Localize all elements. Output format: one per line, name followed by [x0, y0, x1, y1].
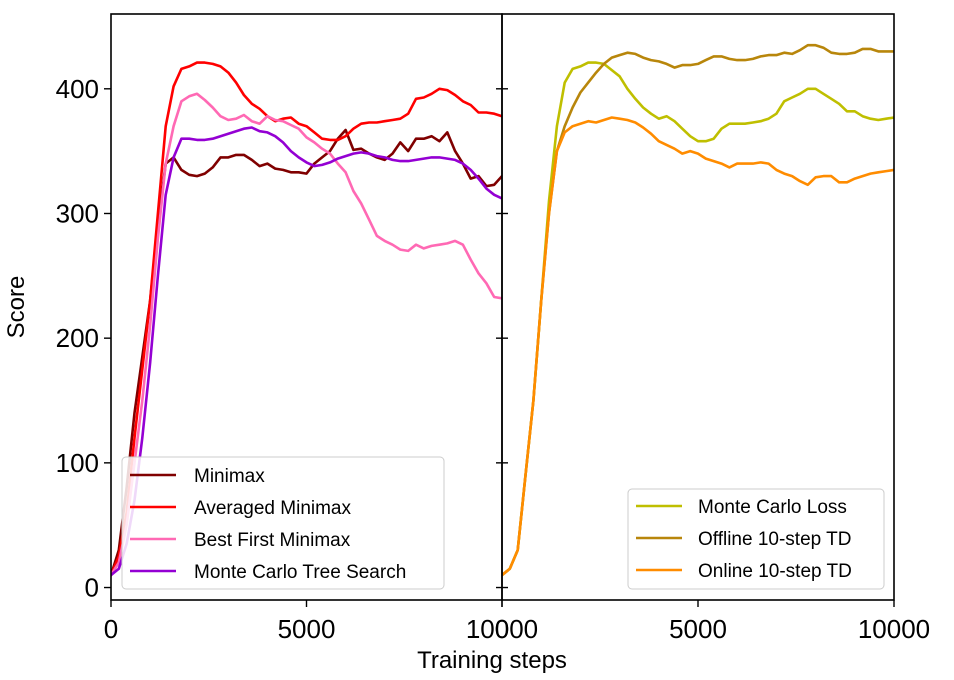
y-tick-label: 400 [56, 74, 99, 104]
plot-layer [111, 43, 894, 577]
series-line-best-first-minimax [111, 92, 502, 577]
x-tick-label: 10000 [858, 614, 930, 644]
legend-box [121, 456, 445, 590]
legend-label: Monte Carlo Loss [698, 497, 847, 518]
y-axis-title: Score [3, 276, 30, 339]
x-tick-label: 5000 [669, 614, 727, 644]
x-axis-title: Training steps [417, 647, 567, 674]
series-line-monte-carlo-loss [502, 61, 894, 577]
x-tick-label: 10000 [466, 614, 538, 644]
x-tick-label: 0 [495, 614, 509, 644]
y-tick-label: 0 [85, 573, 99, 603]
legend-box [627, 488, 885, 590]
y-tick-label: 100 [56, 448, 99, 478]
legend-panel-2: Monte Carlo Loss Offline 10-step TD Online… [627, 488, 885, 590]
series-line-offline-10-step-td [502, 43, 894, 577]
series-line-monte-carlo-tree-search [111, 126, 502, 577]
y-tick-label: 300 [56, 198, 99, 228]
legend-label: Monte Carlo Tree Search [194, 562, 406, 583]
x-tick-label: 5000 [278, 614, 336, 644]
series-line-online-10-step-td [502, 116, 894, 577]
legend-label: Offline 10-step TD [698, 529, 851, 550]
legend-panel-1: Minimax Averaged Minimax Best First Minima… [121, 456, 445, 590]
y-tick-label: 200 [56, 323, 99, 353]
series-line-minimax [111, 128, 502, 577]
legend-layer: Minimax Averaged Minimax Best First Minima… [121, 456, 885, 590]
legend-label: Best First Minimax [194, 530, 351, 551]
legend-label: Online 10-step TD [698, 561, 852, 582]
x-tick-label: 0 [104, 614, 118, 644]
legend-label: Averaged Minimax [194, 498, 352, 519]
series-line-averaged-minimax [111, 61, 502, 577]
legend-label: Minimax [194, 466, 265, 487]
